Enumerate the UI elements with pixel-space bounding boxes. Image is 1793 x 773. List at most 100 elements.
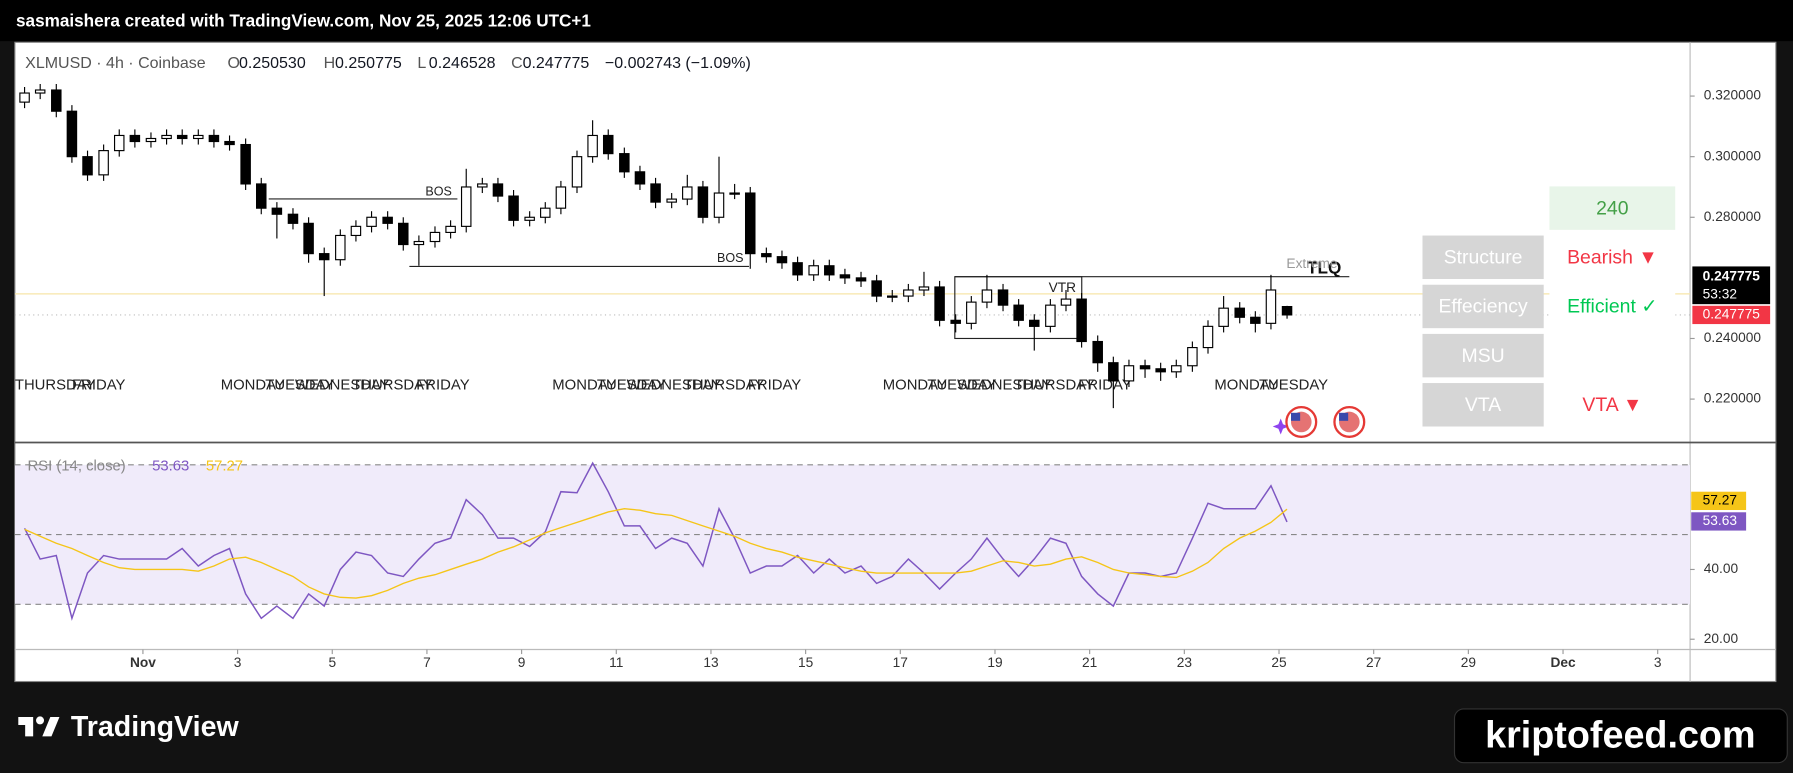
candle-body: [792, 262, 803, 276]
y-tick-label: 0.220000: [1704, 391, 1762, 406]
candle-body: [303, 222, 314, 255]
weekday-label: MONDAY: [883, 377, 947, 393]
x-tick-label: 3: [234, 655, 242, 670]
annotation: TLQ: [1307, 257, 1341, 277]
candle-body: [1123, 365, 1135, 382]
candle-body: [271, 207, 283, 215]
x-tick-label: 19: [987, 655, 1002, 670]
candle-body: [429, 231, 441, 243]
rsi-pane: [14, 461, 1691, 621]
candle-body: [1045, 304, 1056, 327]
ohlc-value: 0.250775: [335, 55, 402, 72]
candle-body: [1202, 325, 1214, 349]
weekday-label: FRIDAY: [72, 377, 125, 393]
weekday-label: TUESDAY: [1259, 377, 1328, 393]
candle-body: [382, 216, 393, 224]
panel-label-box: [1422, 235, 1544, 280]
candle-body: [524, 216, 535, 221]
candle-body: [555, 186, 567, 209]
change: −0.002743 (−1.09%): [605, 55, 751, 72]
candle-body: [51, 89, 62, 112]
weekday-label: MONDAY: [552, 377, 616, 393]
x-tick-label: Dec: [1550, 655, 1576, 670]
symbol-header: XLMUSD · 4h · Coinbase O0.250530 H0.250775…: [25, 55, 751, 72]
candle-body: [477, 183, 488, 188]
candle-body: [398, 222, 409, 246]
panel-label: MSU: [1462, 345, 1505, 367]
logo-mark: [18, 716, 34, 737]
symbol: XLMUSD · 4h · Coinbase: [25, 55, 206, 72]
candle-body: [1281, 306, 1293, 316]
annotation: BOS: [717, 251, 744, 265]
weekday-label: THURSDAY: [1014, 377, 1095, 393]
panel-label-box: [1422, 383, 1544, 427]
weekday-label: THURSDAY: [352, 377, 433, 393]
price-box: [1692, 305, 1771, 325]
x-tick-label: 5: [328, 655, 336, 670]
timeframe: 240: [1596, 197, 1629, 219]
ohlc-label: H: [324, 55, 336, 72]
panel-value-box: [1549, 235, 1676, 280]
candle-body: [193, 134, 204, 140]
candle-body: [1013, 304, 1024, 321]
ohlc-value: 0.246528: [429, 55, 496, 72]
candle-body: [1076, 298, 1087, 343]
candle-body: [1108, 362, 1119, 382]
candle-body: [161, 134, 172, 140]
rsi-axis-box: [1691, 491, 1747, 510]
x-tick-label: 3: [1654, 655, 1662, 670]
candle-body: [824, 265, 835, 276]
candle-body: [445, 225, 456, 233]
rsi-axis-label: 53.63: [1703, 513, 1738, 528]
x-tick-label: 15: [798, 655, 814, 670]
panel-label-box: [1422, 333, 1544, 378]
candle-body: [508, 195, 519, 221]
candle-body: [729, 192, 740, 195]
candle-body: [997, 289, 1009, 306]
rsi-title: RSI (14, close): [27, 458, 125, 474]
brand-name: TradingView: [71, 711, 240, 743]
candle-body: [776, 256, 788, 264]
weekday-label: MONDAY: [221, 377, 285, 393]
candle-body: [918, 286, 930, 291]
flag-canton: [1291, 412, 1301, 421]
event-icons: [1272, 405, 1366, 438]
y-tick-label: 0.280000: [1704, 209, 1762, 224]
annotation: BOS: [425, 184, 452, 198]
rsi-line: [23, 461, 1288, 621]
weekday-label: MONDAY: [1214, 377, 1278, 393]
x-tick-label: 23: [1177, 655, 1193, 670]
candle-body: [950, 319, 961, 324]
candle-body: [98, 150, 109, 176]
y-tick-label: 0.240000: [1704, 330, 1762, 345]
candle-body: [1155, 368, 1166, 373]
candle-body: [176, 134, 188, 140]
candle-body: [808, 265, 819, 276]
x-tick-label: 11: [609, 655, 623, 670]
candle-body: [540, 207, 551, 218]
candle-body: [713, 192, 725, 218]
candle-body: [619, 153, 630, 173]
candle-body: [335, 234, 346, 261]
candle-body: [1218, 307, 1229, 327]
candle-body: [1234, 307, 1245, 318]
candle-body: [129, 134, 141, 143]
ohlc-value: 0.247775: [523, 55, 590, 72]
panel-label: Structure: [1444, 247, 1523, 269]
weekday-label: FRIDAY: [416, 377, 469, 393]
panel-label-box: [1422, 284, 1544, 329]
candle-body: [240, 143, 251, 185]
candle-body: [697, 186, 709, 218]
author-line: sasmaishera created with TradingView.com…: [16, 10, 591, 30]
annotation: Extreme: [1286, 256, 1337, 271]
rsi-ma-line: [24, 508, 1288, 599]
candle-body: [1060, 298, 1072, 306]
candle-body: [1029, 319, 1040, 327]
candle-body: [1092, 340, 1103, 364]
candle-body: [287, 213, 299, 224]
logo-mark: [42, 716, 60, 737]
candle-body: [1250, 316, 1261, 324]
candle-body: [224, 140, 235, 146]
candle-body: [744, 192, 756, 255]
